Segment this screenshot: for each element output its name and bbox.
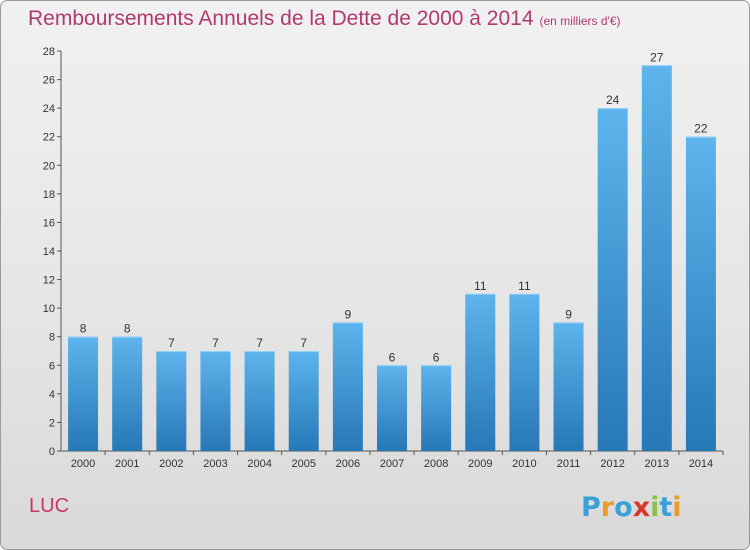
logo-letter: o <box>614 492 633 523</box>
bar <box>288 351 319 451</box>
y-tick-label: 8 <box>49 332 55 344</box>
proxiti-logo: Proxiti <box>581 492 682 523</box>
y-tick-label: 24 <box>43 103 55 115</box>
data-label: 9 <box>565 307 572 321</box>
logo-letter: i <box>650 492 659 523</box>
x-tick-label: 2008 <box>424 458 448 470</box>
bar <box>685 136 716 451</box>
logo-letter: P <box>581 492 601 523</box>
data-label: 6 <box>389 350 396 364</box>
y-tick-label: 18 <box>43 189 55 201</box>
y-tick-label: 12 <box>43 275 55 287</box>
chart-title: Remboursements Annuels de la Dette de 20… <box>28 7 621 30</box>
data-label: 8 <box>80 322 87 336</box>
y-tick-label: 4 <box>49 389 55 401</box>
data-label: 7 <box>168 336 175 350</box>
x-tick-label: 2014 <box>689 458 713 470</box>
y-tick-label: 26 <box>43 75 55 87</box>
logo-letter: t <box>659 492 672 523</box>
y-tick-label: 14 <box>43 246 55 258</box>
logo-letter: r <box>601 492 615 523</box>
bar <box>421 365 452 451</box>
y-tick-label: 22 <box>43 132 55 144</box>
bar <box>332 322 363 451</box>
x-tick-label: 2003 <box>203 458 227 470</box>
logo-letter: i <box>672 492 681 523</box>
bar <box>641 65 672 452</box>
data-label: 27 <box>650 50 664 64</box>
x-tick-label: 2006 <box>336 458 360 470</box>
x-tick-label: 2001 <box>115 458 139 470</box>
data-label: 8 <box>124 322 131 336</box>
bar <box>553 322 584 451</box>
data-label: 7 <box>300 336 307 350</box>
data-label: 6 <box>433 350 440 364</box>
y-tick-label: 2 <box>49 417 55 429</box>
bar <box>509 293 540 451</box>
x-tick-label: 2000 <box>71 458 95 470</box>
x-tick-label: 2009 <box>468 458 492 470</box>
chart-subtitle: (en milliers d'€) <box>539 14 621 28</box>
bar <box>244 351 275 451</box>
bar <box>68 336 99 451</box>
y-tick-label: 0 <box>49 446 55 458</box>
place-name: LUC <box>29 495 70 517</box>
x-tick-label: 2012 <box>600 458 624 470</box>
y-tick-label: 20 <box>43 160 55 172</box>
data-label: 22 <box>694 122 708 136</box>
chart-labels: 2000 8 2001 8 2002 7 2003 7 2004 7 2005 7 2006 9 2007 6… <box>71 50 713 470</box>
svg-text:Proxiti: Proxiti <box>581 492 682 523</box>
bar <box>156 351 187 451</box>
data-label: 7 <box>256 336 263 350</box>
y-tick-label: 6 <box>49 360 55 372</box>
bar <box>597 108 628 452</box>
x-tick-label: 2005 <box>291 458 315 470</box>
bar <box>200 351 231 451</box>
chart-bars <box>68 65 716 452</box>
data-label: 9 <box>345 307 352 321</box>
y-tick-label: 16 <box>43 217 55 229</box>
bar <box>112 336 143 451</box>
y-tick-label: 10 <box>43 303 55 315</box>
x-tick-label: 2011 <box>557 458 581 470</box>
y-tick-label: 28 <box>43 46 55 58</box>
data-label: 11 <box>518 279 531 293</box>
x-tick-label: 2002 <box>159 458 183 470</box>
bar <box>377 365 407 451</box>
data-label: 7 <box>212 336 219 350</box>
data-label: 24 <box>606 93 620 107</box>
x-tick-label: 2007 <box>380 458 404 470</box>
x-tick-label: 2010 <box>512 458 536 470</box>
x-tick-label: 2013 <box>645 458 669 470</box>
x-tick-label: 2004 <box>247 458 271 470</box>
data-label: 11 <box>474 279 487 293</box>
bar <box>465 293 496 451</box>
logo-letter: x <box>633 492 650 523</box>
